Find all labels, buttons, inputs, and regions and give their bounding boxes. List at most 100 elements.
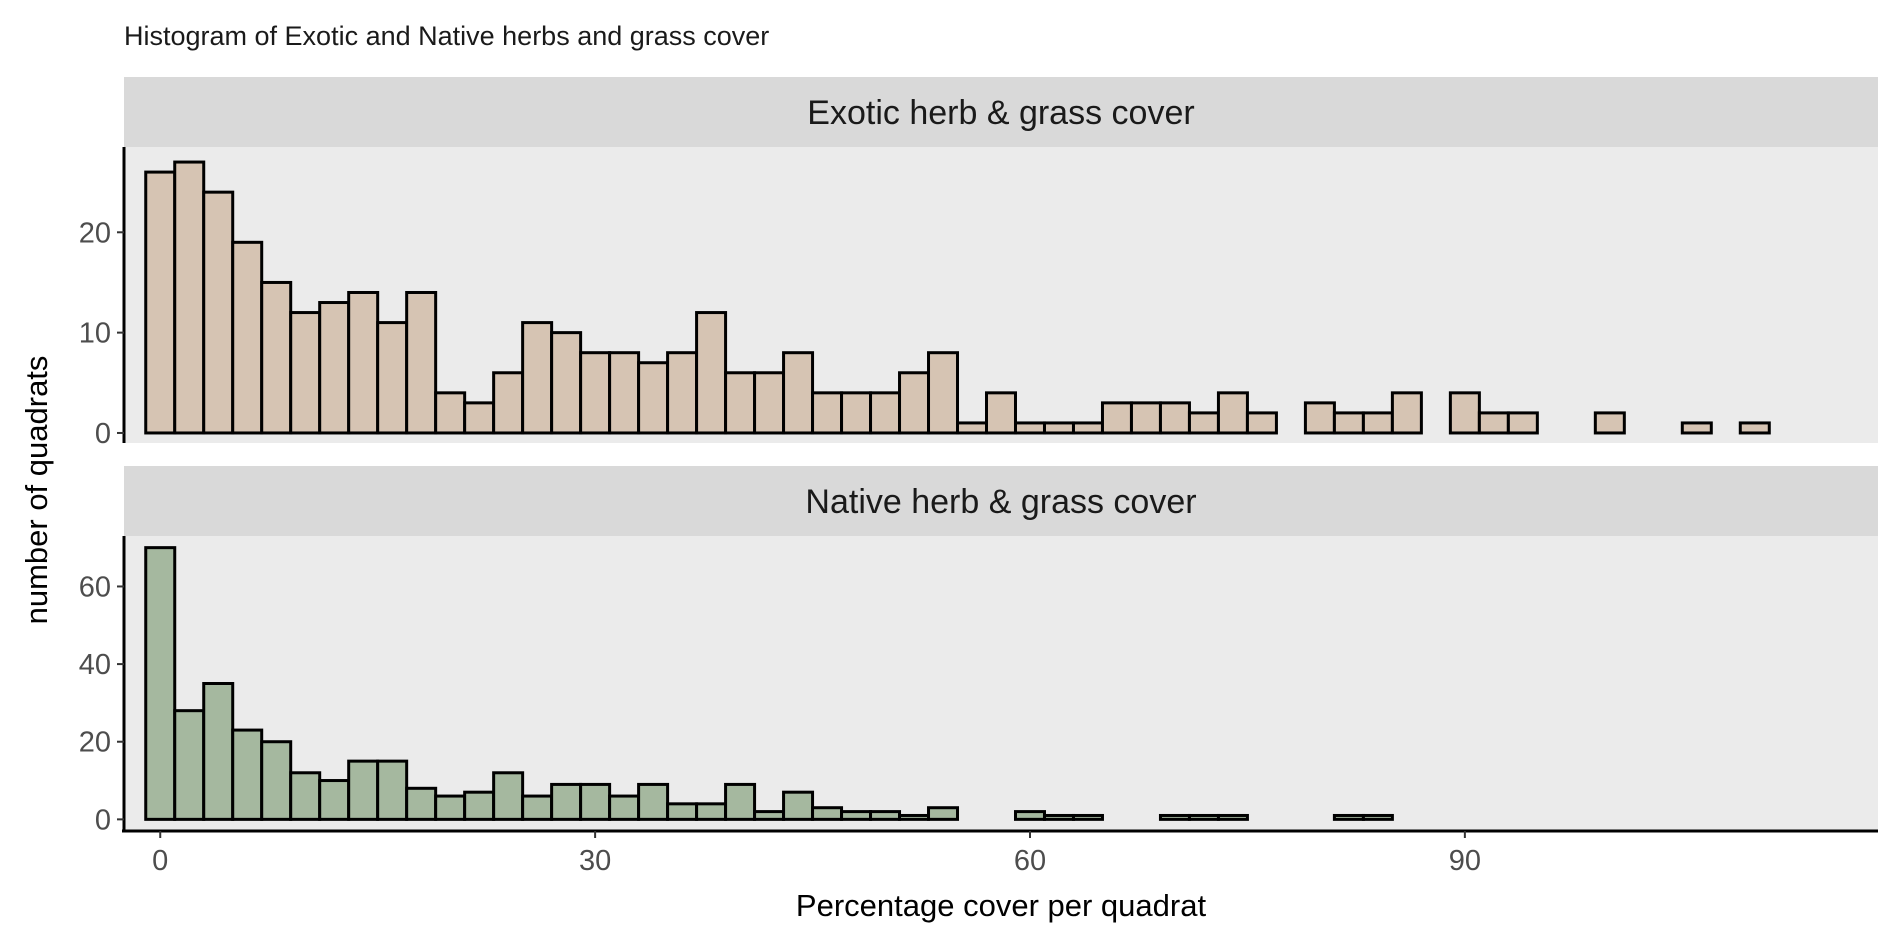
histogram-bar bbox=[1158, 813, 1191, 821]
histogram-bar bbox=[434, 391, 467, 435]
histogram-bar bbox=[637, 361, 670, 435]
histogram-bar bbox=[1332, 411, 1365, 435]
histogram-bar bbox=[840, 391, 873, 435]
y-tick-label: 40 bbox=[79, 649, 111, 681]
histogram-bar bbox=[260, 280, 293, 435]
histogram-bar bbox=[724, 782, 757, 821]
histogram-bar bbox=[550, 331, 583, 435]
y-tick-label: 20 bbox=[79, 217, 111, 249]
histogram-bar bbox=[1506, 411, 1539, 435]
histogram-bar bbox=[260, 740, 293, 821]
histogram-bar bbox=[1390, 391, 1423, 435]
strip-label-exotic: Exotic herb & grass cover bbox=[807, 94, 1194, 132]
y-ticks-exotic: 0 10 20 bbox=[79, 217, 124, 450]
histogram-bar bbox=[318, 779, 351, 821]
histogram-bar bbox=[666, 351, 699, 435]
histogram-bar bbox=[463, 790, 496, 821]
histogram-bar bbox=[550, 782, 583, 821]
histogram-bar bbox=[173, 709, 206, 821]
y-tick-label: 10 bbox=[79, 318, 111, 350]
x-tick-label: 90 bbox=[1449, 845, 1481, 877]
histogram-bar bbox=[1129, 401, 1162, 435]
x-axis-title: Percentage cover per quadrat bbox=[796, 888, 1207, 923]
histogram-bar bbox=[1593, 411, 1626, 435]
histogram-bar bbox=[1158, 401, 1191, 435]
histogram-bar bbox=[869, 810, 902, 821]
histogram-bar bbox=[1071, 813, 1104, 821]
histogram-bar bbox=[1303, 401, 1336, 435]
x-ticks: 0 30 60 90 bbox=[152, 831, 1481, 877]
histogram-bar bbox=[898, 371, 931, 435]
histogram-bar bbox=[492, 371, 525, 435]
histogram-bar bbox=[1216, 813, 1249, 821]
histogram-bar bbox=[869, 391, 902, 435]
histogram-bar bbox=[463, 401, 496, 435]
histogram-bar bbox=[1013, 421, 1046, 435]
histogram-bar bbox=[1245, 411, 1278, 435]
histogram-bar bbox=[898, 813, 931, 821]
histogram-bar bbox=[1013, 810, 1046, 821]
histogram-bar bbox=[782, 790, 815, 821]
y-tick-label: 0 bbox=[95, 418, 111, 450]
strip-exotic bbox=[124, 77, 1878, 147]
histogram-bar bbox=[1680, 421, 1713, 435]
histogram-bar bbox=[173, 160, 206, 435]
strip-label-native: Native herb & grass cover bbox=[805, 483, 1196, 521]
x-tick-label: 60 bbox=[1014, 845, 1046, 877]
x-tick-label: 30 bbox=[579, 845, 611, 877]
histogram-bar bbox=[637, 782, 670, 821]
x-tick-label: 0 bbox=[152, 845, 168, 877]
histogram-bar bbox=[840, 810, 873, 821]
histogram-bar bbox=[695, 802, 728, 821]
histogram-bar bbox=[1042, 421, 1075, 435]
histogram-bar bbox=[521, 321, 554, 435]
histogram-bar bbox=[1100, 401, 1133, 435]
panel-exotic: Exotic herb & grass cover 0 10 20 bbox=[79, 77, 1878, 450]
histogram-bar bbox=[1448, 391, 1481, 435]
histogram-bar bbox=[985, 391, 1017, 435]
histogram-bar bbox=[724, 371, 757, 435]
histogram-bar bbox=[1187, 813, 1220, 821]
bars-exotic bbox=[144, 160, 1771, 435]
histogram-bar bbox=[405, 290, 438, 435]
histogram-bar bbox=[1477, 411, 1510, 435]
histogram-bar bbox=[144, 170, 177, 435]
y-tick-label: 60 bbox=[79, 571, 111, 603]
histogram-bar bbox=[1042, 813, 1075, 821]
histogram-bar bbox=[1738, 421, 1771, 435]
histogram-bar bbox=[405, 786, 438, 821]
histogram-bar bbox=[347, 290, 380, 435]
bars-native bbox=[144, 546, 1394, 821]
panel-native: Native herb & grass cover 0 20 40 60 0 30 60 9… bbox=[79, 466, 1878, 877]
histogram-bar bbox=[956, 421, 989, 435]
histogram-bar bbox=[144, 546, 177, 821]
chart-title: Histogram of Exotic and Native herbs and… bbox=[124, 21, 769, 51]
histogram-bar bbox=[753, 810, 786, 821]
histogram-bar bbox=[1071, 421, 1104, 435]
histogram-bar bbox=[521, 794, 554, 821]
histogram-bar bbox=[782, 351, 815, 435]
histogram-bar bbox=[1361, 813, 1394, 821]
histogram-bar bbox=[1332, 813, 1365, 821]
histogram-bar bbox=[608, 351, 641, 435]
histogram-bar bbox=[318, 301, 351, 435]
histogram-bar bbox=[202, 682, 235, 821]
histogram-bar bbox=[811, 391, 844, 435]
histogram-bar bbox=[695, 311, 728, 435]
histogram-bar bbox=[1216, 391, 1249, 435]
histogram-bar bbox=[492, 771, 525, 821]
plot-area-native bbox=[124, 536, 1878, 831]
histogram-bar bbox=[202, 190, 235, 435]
histogram-bar bbox=[376, 759, 409, 821]
histogram-bar bbox=[927, 806, 960, 821]
histogram-bar bbox=[376, 321, 409, 435]
histogram-bar bbox=[811, 806, 844, 821]
y-ticks-native: 0 20 40 60 bbox=[79, 571, 124, 836]
histogram-bar bbox=[666, 802, 699, 821]
histogram-bar bbox=[579, 351, 612, 435]
y-tick-label: 0 bbox=[95, 804, 111, 836]
histogram-bar bbox=[289, 771, 322, 821]
histogram-bar bbox=[608, 794, 641, 821]
y-axis-title: number of quadrats bbox=[19, 356, 54, 625]
